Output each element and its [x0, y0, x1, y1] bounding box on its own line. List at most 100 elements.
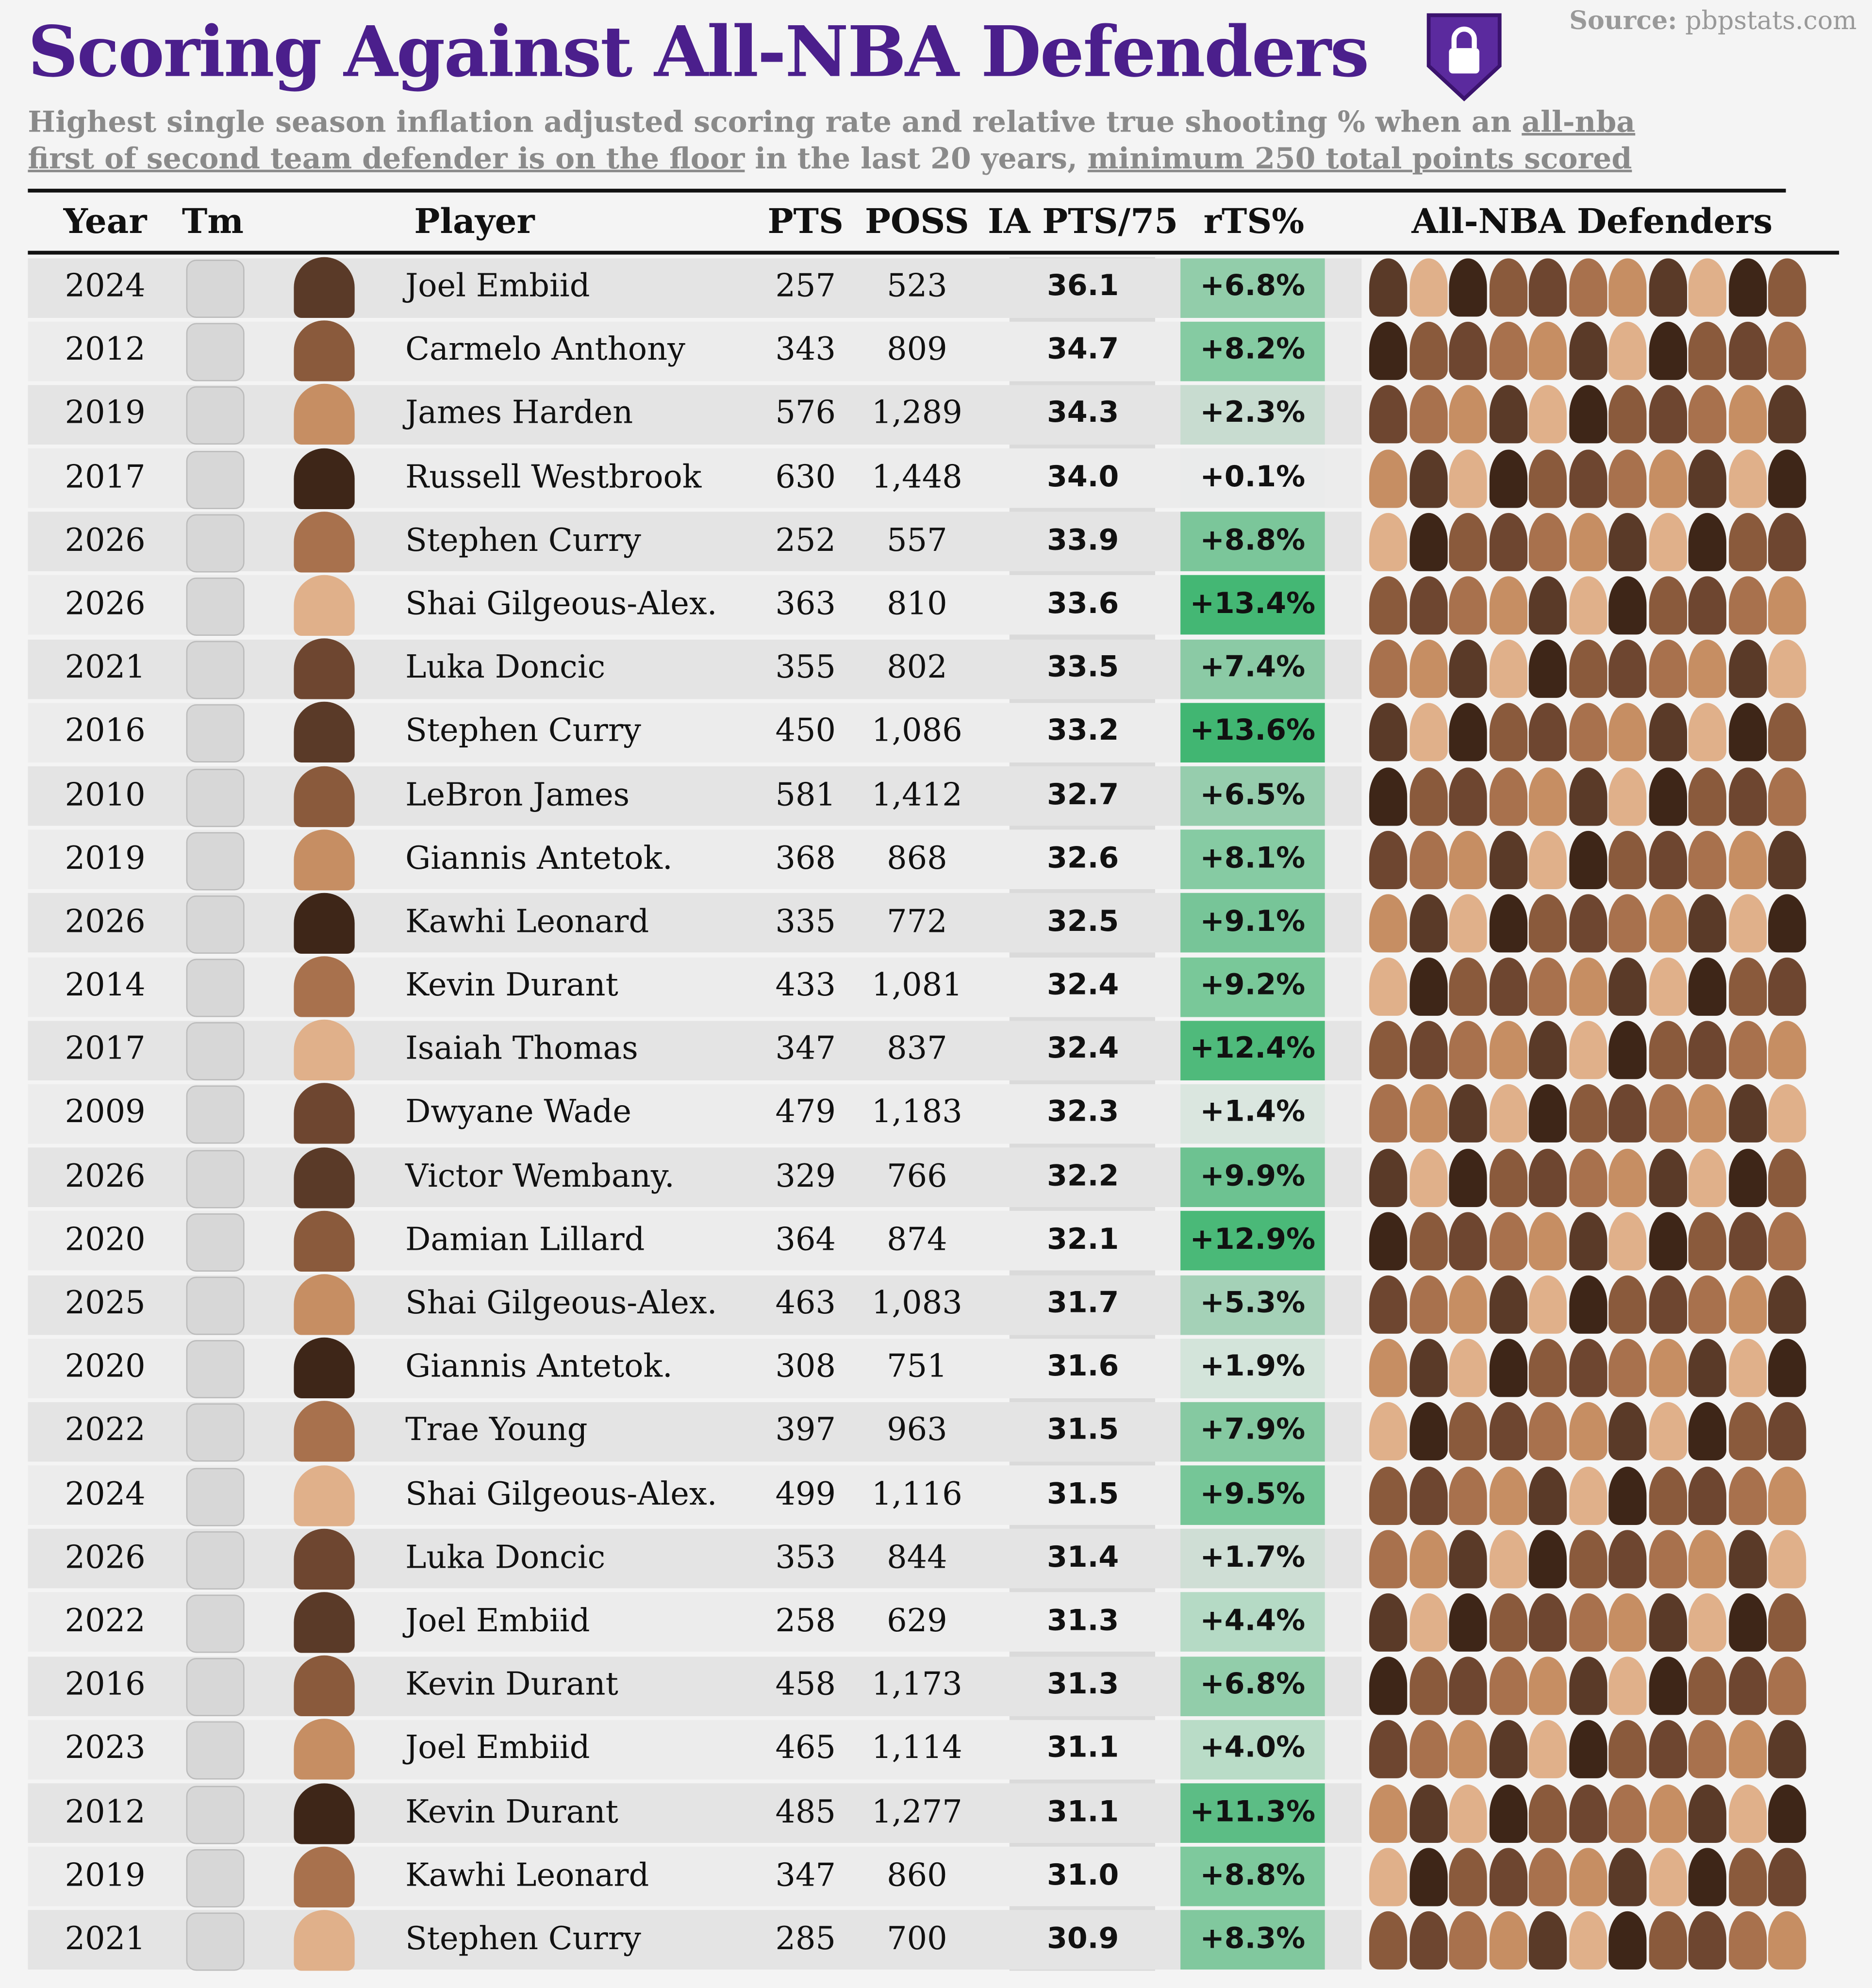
- row-bg: [28, 1084, 1362, 1144]
- defender-face: [1409, 576, 1447, 635]
- pts: 329: [775, 1157, 836, 1194]
- defender-face: [1409, 830, 1447, 889]
- defender-face: [1648, 1720, 1687, 1779]
- player-photo: [294, 1083, 355, 1144]
- pts: 347: [775, 1856, 836, 1893]
- defender-face: [1528, 1720, 1567, 1779]
- player: Joel Embiid: [405, 1729, 590, 1766]
- defender-face: [1648, 703, 1687, 762]
- year: 2021: [65, 648, 146, 686]
- defender-face: [1728, 1275, 1767, 1334]
- year: 2016: [65, 1666, 146, 1703]
- defender-face: [1568, 1911, 1607, 1970]
- ia-pts-75: 30.9: [1047, 1922, 1119, 1956]
- defender-face: [1369, 1085, 1408, 1143]
- row-bg: [28, 893, 1362, 953]
- team-logo: [186, 1722, 245, 1780]
- player-photo: [294, 1719, 355, 1780]
- defender-face: [1449, 703, 1487, 762]
- player: Stephen Curry: [405, 1920, 641, 1957]
- defender-face: [1648, 1466, 1687, 1524]
- defender-face: [1688, 640, 1726, 698]
- defender-face: [1688, 1847, 1726, 1906]
- defender-face: [1608, 1466, 1647, 1524]
- ia-pts-75: 31.5: [1047, 1414, 1119, 1447]
- defender-face: [1449, 1720, 1487, 1779]
- defender-face: [1409, 258, 1447, 317]
- player-photo: [294, 1910, 355, 1971]
- poss: 802: [887, 648, 947, 686]
- defender-face: [1489, 1021, 1527, 1080]
- poss: 868: [887, 839, 947, 877]
- rts-bg: [1180, 1910, 1325, 1971]
- defender-face: [1688, 385, 1726, 444]
- poss: 1,114: [871, 1729, 962, 1766]
- defender-face: [1369, 576, 1408, 635]
- defender-face: [1449, 1593, 1487, 1652]
- player: Damian Lillard: [405, 1221, 645, 1258]
- row-bg: [28, 1465, 1362, 1525]
- defender-face: [1688, 576, 1726, 635]
- defender-face: [1369, 513, 1408, 571]
- defender-face: [1608, 1085, 1647, 1143]
- subtitle-underlined: all-nba first of second team defender is…: [28, 105, 1636, 176]
- defender-face: [1568, 1275, 1607, 1334]
- player: James Harden: [405, 394, 633, 431]
- defender-face: [1489, 1657, 1527, 1715]
- team-logo: [186, 704, 245, 763]
- team-logo: [186, 641, 245, 699]
- player-photo: [294, 893, 355, 954]
- rts: +9.9%: [1200, 1160, 1306, 1193]
- ia-pts-75: 32.4: [1047, 969, 1119, 1002]
- team-logo: [186, 895, 245, 954]
- defender-face: [1568, 830, 1607, 889]
- defender-face: [1648, 1657, 1687, 1715]
- defender-face: [1608, 1339, 1647, 1397]
- rts-bg: [1180, 702, 1325, 762]
- poss: 860: [887, 1856, 947, 1893]
- column-header: Tm: [182, 202, 244, 242]
- defender-face: [1489, 1148, 1527, 1207]
- defender-face: [1608, 1275, 1647, 1334]
- player: LeBron James: [405, 776, 630, 813]
- defender-face: [1369, 1021, 1408, 1080]
- poss: 809: [887, 331, 947, 368]
- defender-face: [1409, 1657, 1447, 1715]
- defender-face: [1768, 1021, 1806, 1080]
- defender-face: [1409, 449, 1447, 508]
- defender-face: [1768, 1148, 1806, 1207]
- defender-face: [1728, 322, 1767, 381]
- defender-face: [1528, 449, 1567, 508]
- defender-face: [1528, 576, 1567, 635]
- defender-face: [1449, 1911, 1487, 1970]
- defender-face: [1768, 1720, 1806, 1779]
- team-logo: [186, 831, 245, 890]
- rts-bg: [1180, 1592, 1325, 1653]
- row-bg: [28, 1847, 1362, 1907]
- defender-face: [1369, 640, 1408, 698]
- year: 2026: [65, 1539, 146, 1575]
- defender-face: [1688, 767, 1726, 826]
- team-logo: [186, 1022, 245, 1081]
- year: 2019: [65, 839, 146, 877]
- defender-face: [1608, 640, 1647, 698]
- defender-face: [1728, 640, 1767, 698]
- defender-face: [1768, 640, 1806, 698]
- rts: +8.2%: [1200, 333, 1306, 366]
- ia-pts-75: 31.3: [1047, 1668, 1119, 1702]
- defender-face: [1688, 1275, 1726, 1334]
- defender-face: [1728, 1021, 1767, 1080]
- column-header: All-NBA Defenders: [1411, 202, 1773, 242]
- year: 2019: [65, 394, 146, 431]
- defender-face: [1409, 1529, 1447, 1588]
- defender-face: [1528, 1339, 1567, 1397]
- poss: 751: [887, 1348, 947, 1385]
- source-text: pbpstats.com: [1685, 5, 1857, 36]
- player: Giannis Antetok.: [405, 1348, 673, 1385]
- team-logo: [186, 1276, 245, 1335]
- player: Shai Gilgeous-Alex.: [405, 1475, 717, 1512]
- player-photo: [294, 1274, 355, 1335]
- defender-face: [1728, 513, 1767, 571]
- defender-face: [1768, 1211, 1806, 1271]
- defender-face: [1688, 958, 1726, 1016]
